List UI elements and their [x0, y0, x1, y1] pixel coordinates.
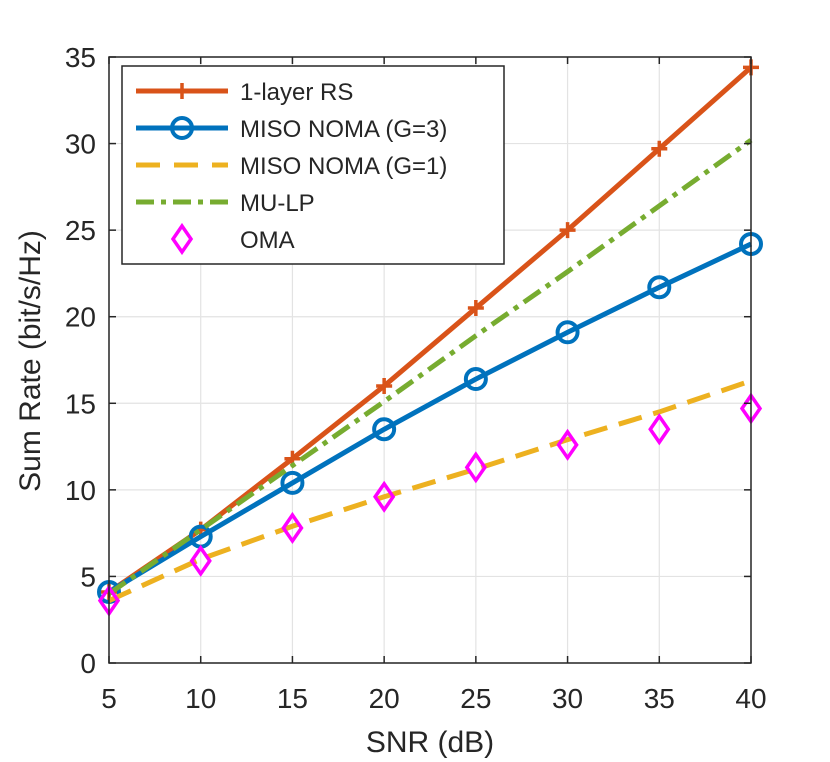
data-point — [556, 428, 579, 461]
y-tick-label: 20 — [65, 302, 96, 333]
legend-label: MISO NOMA (G=3) — [240, 116, 447, 143]
series-oma — [97, 392, 763, 617]
legend-label: MU-LP — [240, 190, 315, 217]
data-point — [647, 275, 672, 300]
data-point — [373, 480, 396, 513]
x-tick-label: 20 — [369, 683, 400, 714]
data-point — [467, 300, 484, 317]
data-point — [464, 451, 487, 484]
x-tick-label: 40 — [735, 683, 766, 714]
x-tick-label: 25 — [460, 683, 491, 714]
x-tick-label: 5 — [101, 683, 117, 714]
legend-marker — [170, 116, 194, 140]
legend-marker — [170, 222, 194, 256]
legend-label: MISO NOMA (G=1) — [240, 153, 447, 180]
legend-entry: 1-layer RS — [136, 79, 353, 106]
data-point — [648, 413, 671, 446]
legend-entry: MU-LP — [136, 190, 315, 217]
x-axis-label: SNR (dB) — [366, 726, 494, 759]
series-miso-noma-g-1- — [107, 378, 752, 603]
y-tick-label: 15 — [65, 388, 96, 419]
legend-marker — [174, 83, 190, 99]
legend-entry: MISO NOMA (G=1) — [136, 153, 447, 180]
data-point — [189, 544, 212, 577]
y-tick-label: 0 — [80, 648, 96, 679]
legend-label: 1-layer RS — [240, 79, 353, 106]
series-line — [107, 138, 753, 596]
plot-area-border — [108, 56, 752, 664]
y-tick-label: 30 — [65, 129, 96, 160]
x-tick-label: 15 — [277, 683, 308, 714]
series-line — [107, 378, 752, 603]
y-axis-label: Sum Rate (bit/s/Hz) — [14, 230, 47, 492]
plot-series — [97, 59, 763, 617]
y-tick-label: 25 — [65, 215, 96, 246]
x-tick-label: 35 — [644, 683, 675, 714]
legend-entry: OMA — [170, 222, 295, 256]
series-mu-lp — [107, 138, 753, 596]
y-tick-label: 35 — [65, 42, 96, 73]
data-point — [376, 377, 393, 394]
data-point — [559, 222, 576, 239]
data-point — [372, 417, 397, 442]
legend-label: OMA — [240, 227, 295, 254]
data-point — [280, 470, 305, 495]
legend: 1-layer RS MISO NOMA (G=3) MISO NOMA (G=1)… — [121, 65, 505, 265]
y-tick-label: 10 — [65, 475, 96, 506]
data-point — [651, 140, 668, 157]
series-line — [107, 241, 753, 595]
legend-entry: MISO NOMA (G=3) — [136, 116, 447, 143]
x-tick-label: 10 — [185, 683, 216, 714]
x-tick-label: 30 — [552, 683, 583, 714]
data-point — [463, 367, 488, 392]
axes-frame — [108, 56, 752, 664]
y-tick-label: 5 — [80, 561, 96, 592]
data-point — [281, 511, 304, 545]
data-point — [555, 320, 580, 345]
